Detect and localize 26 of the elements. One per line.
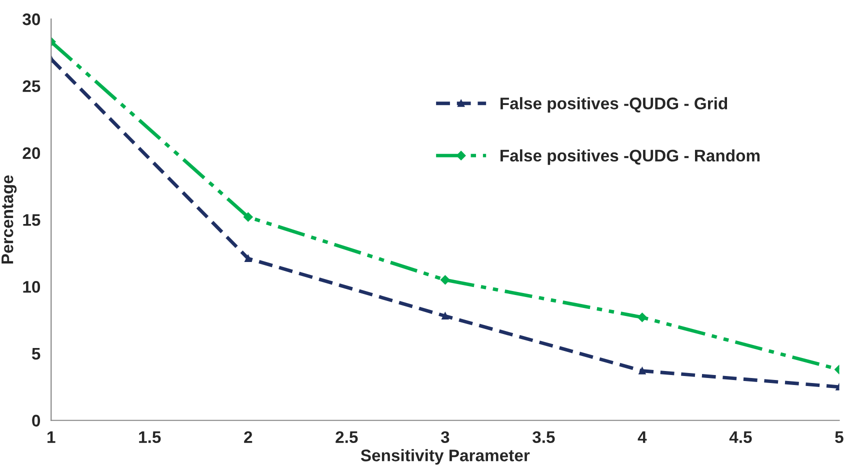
point bbox=[244, 212, 253, 222]
x-tick-label: 1 bbox=[48, 431, 56, 443]
x-tick-label: 3 bbox=[440, 431, 450, 444]
legend-label: False positives -QUDG - Random bbox=[500, 149, 760, 165]
point bbox=[442, 312, 449, 320]
y-axis-title: Percentage bbox=[2, 175, 17, 264]
y-tick-label: 30 bbox=[22, 13, 40, 26]
x-axis-title: Sensitivity Parameter bbox=[360, 449, 530, 465]
y-tick-label: 10 bbox=[23, 280, 40, 293]
legend-label: False positives -QUDG - Grid bbox=[500, 97, 728, 113]
y-tick-label: 20 bbox=[22, 147, 40, 159]
x-tick-label: 4.5 bbox=[729, 431, 752, 444]
y-tick-label: 25 bbox=[22, 80, 40, 92]
point bbox=[638, 367, 646, 374]
x-tick-label: 1.5 bbox=[139, 431, 161, 444]
point bbox=[638, 312, 647, 322]
x-tick-label: 2 bbox=[244, 431, 252, 443]
x-tick-label: 4 bbox=[638, 431, 647, 443]
point bbox=[244, 255, 252, 262]
y-tick-label: 15 bbox=[23, 214, 40, 226]
y-tick-label: 0 bbox=[32, 414, 40, 427]
x-tick-label: 5 bbox=[835, 431, 844, 444]
point bbox=[440, 275, 450, 285]
x-tick-label: 2.5 bbox=[336, 431, 358, 444]
x-tick-label: 3.5 bbox=[532, 431, 555, 444]
y-tick-label: 5 bbox=[32, 348, 40, 360]
